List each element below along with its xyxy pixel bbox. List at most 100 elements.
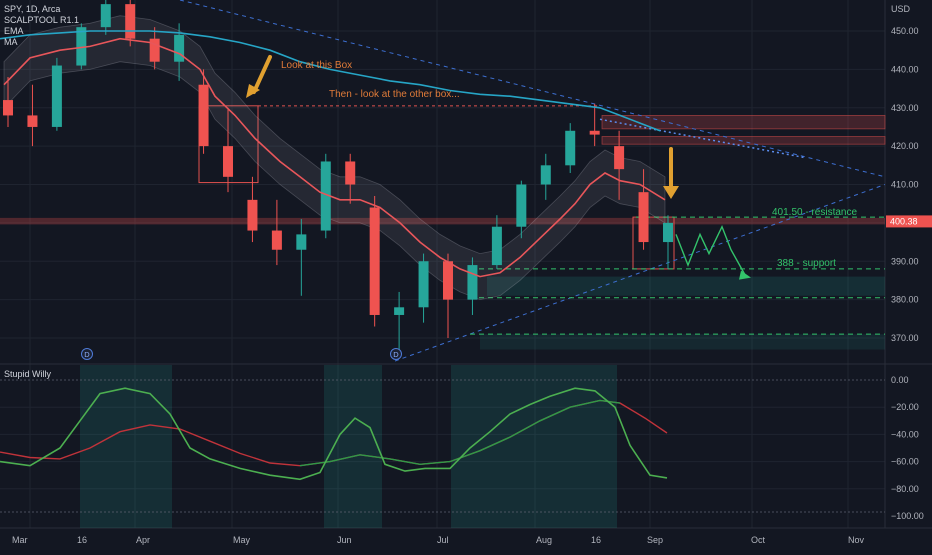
dividend-marker[interactable]: D xyxy=(81,348,93,360)
projection-arrowhead xyxy=(739,270,751,280)
candle[interactable] xyxy=(638,169,649,250)
price-tick-label: 390.00 xyxy=(891,256,919,266)
candle[interactable] xyxy=(516,180,527,239)
arrow-to-look-box-head xyxy=(246,84,260,98)
candle-body xyxy=(467,265,478,300)
time-label: 16 xyxy=(591,535,601,545)
candle-body xyxy=(3,100,13,116)
projected-path xyxy=(675,224,747,277)
candle[interactable] xyxy=(271,199,282,266)
osc-tick-label: −40.00 xyxy=(891,429,919,439)
candle-body xyxy=(320,161,331,231)
chart-legend: SPY, 1D, Arca SCALPTOOL R1.1 EMA MA xyxy=(4,4,79,48)
oscillator-zone xyxy=(324,365,382,528)
candle[interactable] xyxy=(198,69,209,154)
candle[interactable] xyxy=(247,176,258,243)
price-tick-label: 420.00 xyxy=(891,141,919,151)
support-zone-lower xyxy=(480,334,885,350)
price-tick-label: 450.00 xyxy=(891,26,919,36)
arrow-to-look-box xyxy=(252,55,272,94)
candle-body xyxy=(149,38,160,62)
candle[interactable] xyxy=(320,153,331,239)
indicator-scalptool[interactable]: SCALPTOOL R1.1 xyxy=(4,15,80,25)
candle-body xyxy=(418,261,429,308)
candle[interactable] xyxy=(663,215,673,269)
price-band xyxy=(0,217,885,225)
osc-tick-label: −80.00 xyxy=(891,484,919,494)
candle-body xyxy=(27,115,38,127)
oscillator-slow-green xyxy=(299,399,621,467)
time-label: Sep xyxy=(647,535,663,545)
annotation-other-box: Then - look at the other box... xyxy=(329,89,460,100)
time-label: Aug xyxy=(536,535,552,545)
dividend-circle xyxy=(390,348,402,360)
indicator-ma[interactable]: MA xyxy=(4,37,18,47)
candle-body xyxy=(443,261,453,300)
candle[interactable] xyxy=(125,0,136,47)
price-tick-label: 430.00 xyxy=(891,103,919,113)
label-resistance: 401.50 - resistance xyxy=(772,207,857,218)
time-label: Apr xyxy=(136,535,150,545)
candle-body xyxy=(638,192,649,243)
indicator-ema[interactable]: EMA xyxy=(4,26,24,36)
candle[interactable] xyxy=(149,27,160,70)
candle[interactable] xyxy=(100,0,111,35)
time-label: May xyxy=(233,535,251,545)
candle[interactable] xyxy=(223,107,233,193)
candle[interactable] xyxy=(443,253,453,338)
oscillator-title[interactable]: Stupid Willy xyxy=(4,369,52,379)
candle[interactable] xyxy=(345,153,356,204)
ma-line xyxy=(0,30,661,132)
candle[interactable] xyxy=(540,153,551,200)
candle[interactable] xyxy=(589,103,600,147)
osc-tick-label: 0.00 xyxy=(891,375,909,385)
resistance-zone-lower xyxy=(601,136,886,145)
trendline-up xyxy=(394,184,886,362)
candle-body xyxy=(125,4,136,39)
candle[interactable] xyxy=(565,123,576,173)
osc-tick-label: −20.00 xyxy=(891,402,919,412)
candle-body xyxy=(369,207,380,315)
symbol-title[interactable]: SPY, 1D, Arca xyxy=(4,4,61,14)
time-label: Nov xyxy=(848,535,865,545)
candle[interactable] xyxy=(369,196,380,327)
candle-body xyxy=(394,307,405,315)
arrow-to-other-box-head xyxy=(663,186,679,199)
dividend-marker[interactable]: D xyxy=(390,348,402,360)
candle-body xyxy=(663,222,673,243)
price-tag-label: 400.38 xyxy=(890,216,918,226)
candle-body xyxy=(51,65,62,127)
candle-body xyxy=(516,184,527,227)
support-zone-upper xyxy=(487,276,885,296)
time-label: 16 xyxy=(77,535,87,545)
candle[interactable] xyxy=(614,130,625,200)
candle[interactable] xyxy=(296,219,307,296)
candle-body xyxy=(614,146,625,170)
candle-body xyxy=(223,146,233,177)
candle[interactable] xyxy=(394,291,405,354)
candle-body xyxy=(565,130,576,166)
oscillator-zone xyxy=(451,365,617,528)
price-tag-bg[interactable] xyxy=(886,215,932,228)
candle[interactable] xyxy=(3,77,13,127)
candle-body xyxy=(491,226,502,266)
candle-body xyxy=(271,230,282,250)
time-label: Jun xyxy=(337,535,352,545)
price-tick-label: 370.00 xyxy=(891,333,919,343)
candle-body xyxy=(174,34,185,62)
candle[interactable] xyxy=(491,215,502,269)
label-support: 388 - support xyxy=(777,258,836,269)
candle[interactable] xyxy=(51,57,62,131)
oscillator-zone xyxy=(80,365,172,528)
resistance-zone-upper xyxy=(601,115,886,130)
candle-body xyxy=(589,130,600,135)
candle[interactable] xyxy=(27,84,38,147)
candle-body xyxy=(100,4,111,28)
candle-body xyxy=(540,165,551,185)
osc-tick-label: −100.00 xyxy=(891,511,924,521)
candle[interactable] xyxy=(418,253,429,323)
candle[interactable] xyxy=(467,257,478,315)
candle-body xyxy=(198,84,209,147)
